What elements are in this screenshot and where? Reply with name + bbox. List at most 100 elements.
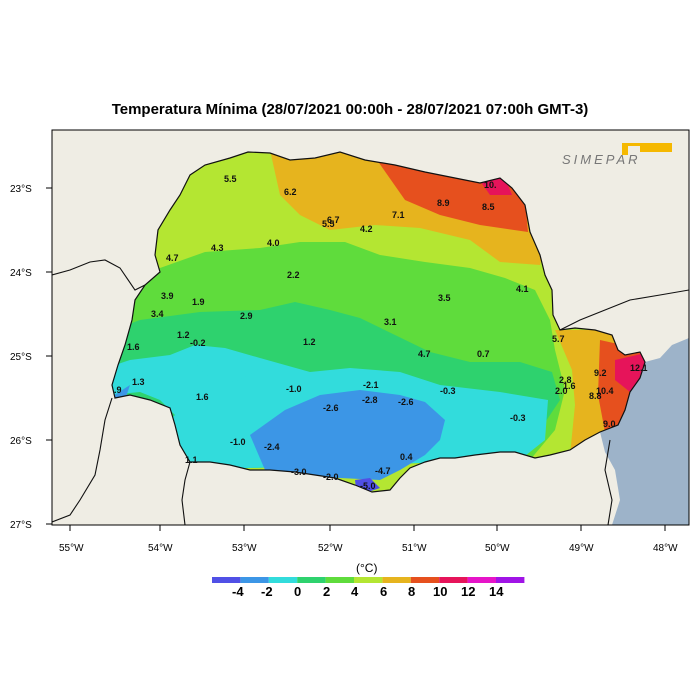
station-value: 3.9 xyxy=(161,291,174,301)
legend-bin xyxy=(496,577,525,583)
legend-tick: 0 xyxy=(294,584,301,599)
legend-bin xyxy=(439,577,468,583)
station-value: 3.4 xyxy=(151,309,164,319)
legend-bin xyxy=(382,577,411,583)
axis-ticks xyxy=(46,187,666,531)
legend-bin xyxy=(467,577,496,583)
legend-tick: 6 xyxy=(380,584,387,599)
station-value: 4.1 xyxy=(516,284,529,294)
legend-unit: (°C) xyxy=(356,561,377,575)
station-value: 3.1 xyxy=(384,317,397,327)
station-value: 1.6 xyxy=(196,392,209,402)
station-value: .9 xyxy=(114,385,122,395)
legend-ticks: -4 -2 0 2 4 6 8 10 12 14 xyxy=(232,584,504,599)
latitude-labels: 23°S 24°S 25°S 26°S 27°S xyxy=(10,184,32,531)
station-value: 1.3 xyxy=(132,377,145,387)
legend-bin xyxy=(325,577,354,583)
station-value: 4.0 xyxy=(267,238,280,248)
lat-label: 25°S xyxy=(10,352,32,363)
station-value: 10.4 xyxy=(596,386,614,396)
station-value: 2.2 xyxy=(287,270,300,280)
station-value: 10. xyxy=(484,180,497,190)
station-value: 1.1 xyxy=(185,455,198,465)
lon-label: 55°W xyxy=(59,543,84,554)
station-value: -1.0 xyxy=(286,384,302,394)
station-value: 6.7 xyxy=(327,215,340,225)
simepar-logo: SIMEPAR xyxy=(562,143,672,167)
legend-bin xyxy=(410,577,440,583)
legend-tick: -2 xyxy=(261,584,273,599)
legend-bin xyxy=(268,577,298,583)
station-value: -2.8 xyxy=(362,395,378,405)
station-value: 4.7 xyxy=(166,253,179,263)
station-value: 1.2 xyxy=(303,337,316,347)
station-value: -3.0 xyxy=(291,467,307,477)
station-value: 4.2 xyxy=(360,224,373,234)
lon-label: 50°W xyxy=(485,543,510,554)
lon-label: 49°W xyxy=(569,543,594,554)
legend-tick: -4 xyxy=(232,584,244,599)
lon-label: 53°W xyxy=(232,543,257,554)
station-value: 1.2 xyxy=(177,330,190,340)
station-value: 4.3 xyxy=(211,243,224,253)
station-value: -2.4 xyxy=(264,442,280,452)
legend-tick: 10 xyxy=(433,584,447,599)
station-value: 4.7 xyxy=(418,349,431,359)
lat-label: 27°S xyxy=(10,520,32,531)
station-value: -2.6 xyxy=(323,403,339,413)
station-value: 0.4 xyxy=(400,452,413,462)
station-value: 0.7 xyxy=(477,349,490,359)
legend-bins xyxy=(212,577,525,583)
station-value: 1.6 xyxy=(563,381,576,391)
station-value: -0.2 xyxy=(190,338,206,348)
station-value: 2.8 xyxy=(559,375,572,385)
station-values: 5.5 6.2 6.7 5.5 7.1 8.9 8.5 10. 4.3 4.0 … xyxy=(114,174,648,491)
legend-tick: 14 xyxy=(489,584,504,599)
ocean xyxy=(600,338,689,525)
legend-bin xyxy=(240,577,269,583)
station-value: 2.9 xyxy=(240,311,253,321)
station-value: 9.2 xyxy=(594,368,607,378)
station-value: 1.9 xyxy=(192,297,205,307)
legend-tick: 2 xyxy=(323,584,330,599)
lon-label: 54°W xyxy=(148,543,173,554)
station-value: 1.6 xyxy=(127,342,140,352)
borders xyxy=(52,259,689,525)
longitude-labels: 55°W 54°W 53°W 52°W 51°W 50°W 49°W 48°W xyxy=(59,543,678,554)
station-value: 6.2 xyxy=(284,187,297,197)
station-value: 3.5 xyxy=(438,293,451,303)
station-value: 8.5 xyxy=(482,202,495,212)
station-value: 5.5 xyxy=(322,219,335,229)
lon-label: 51°W xyxy=(402,543,427,554)
legend-tick: 12 xyxy=(461,584,475,599)
station-value: -1.0 xyxy=(230,437,246,447)
station-value: -2.1 xyxy=(363,380,379,390)
logo-text: SIMEPAR xyxy=(562,152,641,167)
map-frame xyxy=(51,129,690,526)
lon-label: 48°W xyxy=(653,543,678,554)
station-value: -0.3 xyxy=(440,386,456,396)
map-title: Temperatura Mínima (28/07/2021 00:00h - … xyxy=(111,101,589,118)
lat-label: 26°S xyxy=(10,436,32,447)
legend-bin xyxy=(212,577,241,583)
station-value: 12.1 xyxy=(630,363,648,373)
station-value: -2.6 xyxy=(398,397,414,407)
lat-label: 23°S xyxy=(10,184,32,195)
station-value: 2.0 xyxy=(555,386,568,396)
legend-tick: 4 xyxy=(351,584,359,599)
legend-bin xyxy=(354,577,383,583)
station-value: 8.9 xyxy=(437,198,450,208)
lon-label: 52°W xyxy=(318,543,343,554)
legend-bin xyxy=(297,577,326,583)
station-value: 5.5 xyxy=(224,174,237,184)
station-value: -4.7 xyxy=(375,466,391,476)
station-value: 9.0 xyxy=(603,419,616,429)
legend-tick: 8 xyxy=(408,584,415,599)
station-value: -5.0 xyxy=(360,481,376,491)
temperature-map: SIMEPAR 23°S 24°S 25°S 26°S 27°S 55°W 54… xyxy=(10,129,690,554)
station-value: -0.3 xyxy=(510,413,526,423)
station-value: -2.0 xyxy=(323,472,339,482)
station-value: 8.8 xyxy=(589,391,602,401)
station-value: 5.7 xyxy=(552,334,565,344)
